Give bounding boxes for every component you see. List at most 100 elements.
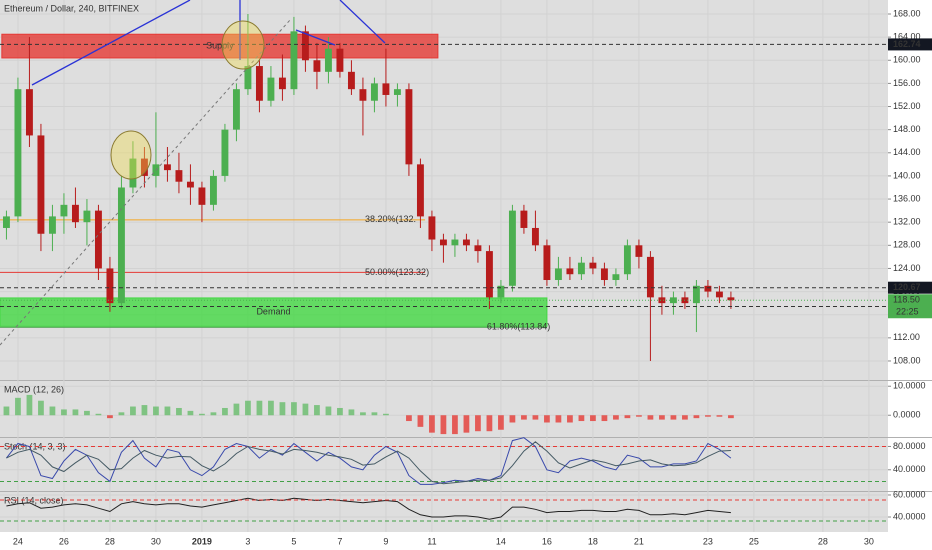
histogram-bar	[521, 415, 527, 420]
histogram-bar	[659, 415, 665, 420]
candle-body	[589, 262, 597, 269]
histogram-bar	[624, 415, 631, 419]
y-tick-label: 132.00	[893, 217, 921, 227]
candle-body	[106, 268, 114, 304]
candle-body	[612, 274, 620, 281]
candle-body	[692, 285, 700, 304]
candle-body	[60, 204, 68, 217]
zone-label: Supply	[206, 40, 234, 50]
indicator-line	[6, 437, 732, 485]
candle-body	[715, 291, 723, 298]
histogram-bar	[268, 400, 274, 416]
histogram-bar	[429, 415, 435, 433]
candle-body	[439, 239, 447, 246]
x-tick-label: 30	[151, 536, 161, 546]
candle-body	[83, 210, 91, 223]
panel-title: MACD (12, 26)	[4, 384, 64, 394]
x-tick-label: 30	[864, 536, 874, 546]
histogram-bar	[222, 407, 228, 416]
histogram-bar	[567, 415, 573, 423]
histogram-bar	[199, 413, 205, 416]
candle-body	[313, 60, 321, 72]
histogram-bar	[15, 397, 21, 416]
y-tick-label: 160.00	[893, 55, 921, 65]
x-tick-label: 7	[337, 536, 342, 546]
indicator-line	[6, 497, 731, 520]
histogram-bar	[302, 403, 309, 416]
candle-body	[543, 245, 551, 281]
histogram-bar	[84, 410, 90, 416]
histogram-bar	[348, 409, 355, 416]
x-tick-label: 24	[13, 536, 23, 546]
candle-body	[347, 71, 355, 90]
histogram-bar	[486, 415, 493, 432]
panel-title: Stoch (14, 3, 3)	[4, 441, 66, 451]
histogram-bar	[187, 410, 194, 416]
histogram-bar	[38, 400, 44, 416]
price-badge	[888, 281, 932, 294]
candle-body	[451, 239, 459, 246]
histogram-bar	[291, 402, 297, 416]
histogram-bar	[647, 415, 654, 420]
plot-background	[0, 0, 888, 532]
histogram-bar	[210, 412, 217, 416]
histogram-bar	[245, 400, 251, 416]
histogram-bar	[475, 415, 481, 432]
candle-body	[635, 245, 643, 257]
histogram-bar	[118, 412, 125, 416]
candle-body	[566, 268, 574, 275]
drawings	[0, 0, 888, 522]
histogram-bar	[279, 402, 286, 416]
price-axis-background	[888, 0, 932, 550]
candle-body	[278, 77, 286, 90]
candle-body	[393, 89, 401, 95]
last-price-badge	[888, 294, 932, 319]
x-tick-label: 25	[749, 536, 759, 546]
candle-body	[2, 216, 10, 228]
x-tick-label: 18	[588, 536, 598, 546]
candle-body	[25, 89, 33, 136]
candle-body	[416, 164, 424, 217]
last-price-label: 118.50	[893, 295, 920, 305]
histogram-bar	[705, 415, 711, 417]
histogram-bar	[360, 412, 366, 416]
histogram-bar	[26, 394, 33, 416]
histogram-bar	[601, 415, 608, 422]
panel-title: Ethereum / Dollar, 240, BITFINEX	[4, 3, 139, 13]
candle-body	[14, 89, 22, 217]
histogram-bar	[682, 415, 688, 420]
y-tick-label: 10.0000	[893, 381, 926, 391]
histogram-bar	[383, 413, 389, 416]
candle-body	[370, 83, 378, 101]
candle-body	[600, 268, 608, 281]
y-tick-label: 40.0000	[893, 511, 926, 521]
y-tick-label: 124.00	[893, 263, 921, 273]
histogram-bar	[130, 406, 136, 416]
y-tick-label: 112.00	[893, 332, 920, 342]
candle-body	[554, 268, 562, 281]
highlight-circle	[110, 130, 152, 180]
candle-body	[301, 31, 309, 61]
highlight-circle	[221, 20, 265, 70]
candle-body	[48, 216, 56, 234]
y-tick-label: 148.00	[893, 124, 921, 134]
price-badge-label: 162.74	[893, 39, 921, 49]
x-tick-label: 16	[542, 536, 552, 546]
x-tick-label: 5	[291, 536, 296, 546]
candle-body	[71, 204, 79, 223]
candle-body	[485, 251, 493, 298]
trend-line	[31, 0, 191, 86]
trend-line	[339, 0, 386, 44]
candle-body	[462, 239, 470, 246]
y-tick-label: 40.0000	[893, 464, 926, 474]
candle-body	[221, 129, 229, 176]
candle-body	[186, 181, 194, 188]
candle-body	[290, 31, 298, 90]
candle-body	[94, 210, 102, 269]
fib-label: 50.00%(123.32)	[365, 267, 429, 277]
histogram-bar	[728, 415, 734, 419]
histogram-bar	[406, 415, 412, 422]
candle-body	[198, 187, 206, 205]
x-tick-label: 26	[59, 536, 69, 546]
